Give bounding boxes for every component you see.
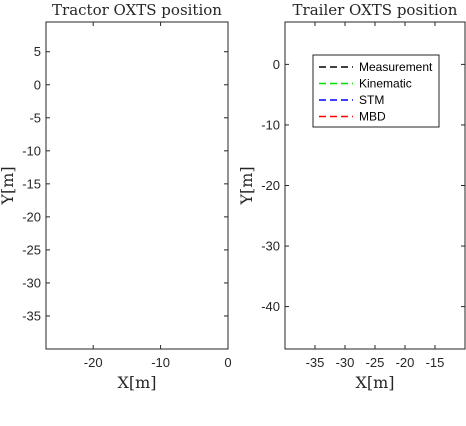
chart1-x-tick-label: -20 (84, 355, 103, 370)
chart1-y-tick-label: 0 (34, 77, 41, 92)
chart1-y-tick-label: -30 (22, 275, 41, 290)
chart2-x-tick-label: -25 (366, 355, 385, 370)
chart2-x-tick-label: -35 (306, 355, 325, 370)
chart1-y-tick-label: -15 (22, 176, 41, 191)
chart2-y-tick-label: -20 (261, 178, 280, 193)
chart1-y-axis-label: Y[m] (0, 166, 17, 205)
chart1-y-tick-label: -10 (22, 143, 41, 158)
chart2-x-tick-label: -20 (396, 355, 415, 370)
chart2-legend-label-measurement: Measurement (359, 60, 433, 74)
chart2-x-tick-label: -15 (426, 355, 445, 370)
chart2-title: Trailer OXTS position (293, 1, 458, 19)
chart2-y-tick-label: -10 (261, 117, 280, 132)
chart1-group: -20 -10 0 5 0 -5 -10 -15 -20 -25 -30 -35 Tractor OXT… (0, 1, 232, 392)
chart2-y-tick-label: -30 (261, 239, 280, 254)
chart2-y-axis-label: Y[m] (237, 166, 256, 205)
chart2-legend-label-stm: STM (359, 93, 384, 107)
chart2-y-tick-label: 0 (273, 57, 280, 72)
chart1-x-axis-label: X[m] (117, 373, 156, 392)
chart2-legend-label-kinematic: Kinematic (359, 77, 412, 91)
chart2-y-tick-label: -40 (261, 299, 280, 314)
chart1-y-tick-label: 5 (34, 44, 41, 59)
chart2-legend: Measurement Kinematic STM MBD (312, 54, 440, 128)
chart1-title: Tractor OXTS position (52, 1, 222, 19)
chart1-y-tick-label: -35 (22, 308, 41, 323)
chart2-legend-label-mbd: MBD (359, 110, 386, 124)
chart2-group: -35 -30 -25 -20 -15 0 -10 -20 -30 -40 Trailer OXTS… (237, 1, 466, 392)
chart1-x-tick-label: -10 (151, 355, 170, 370)
chart1-y-tick-label: -25 (22, 242, 41, 257)
chart1-x-tick-label: 0 (224, 355, 231, 370)
chart1-y-tick-label: -5 (29, 110, 41, 125)
chart2-x-tick-label: -30 (336, 355, 355, 370)
chart1-y-tick-label: -20 (22, 209, 41, 224)
chart2-x-axis-label: X[m] (355, 373, 394, 392)
chart1-axes-box (45, 21, 229, 350)
